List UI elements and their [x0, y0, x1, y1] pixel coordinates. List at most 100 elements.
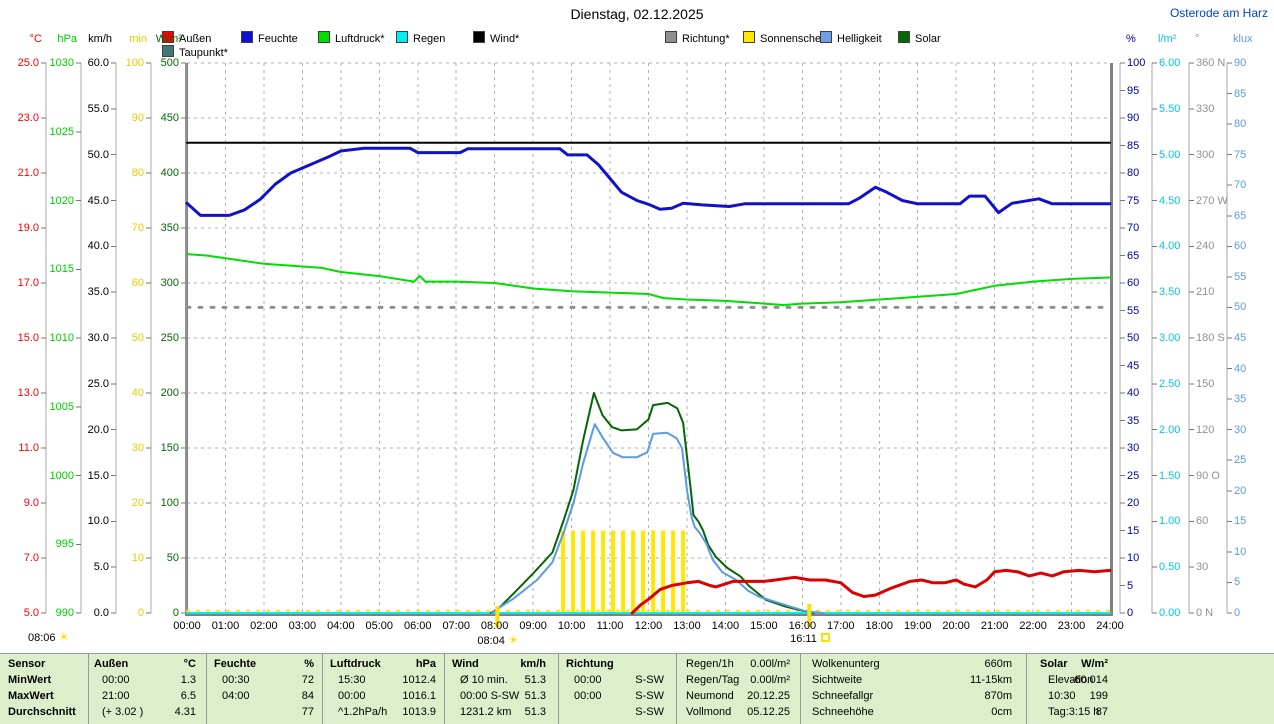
tick-label: 40 — [131, 387, 144, 399]
tick-label: 55.0 — [87, 102, 109, 115]
table-stat-label: Schneehöhe — [812, 706, 874, 718]
table-stat-label: Elevation — [1048, 674, 1094, 686]
table-col-header: Feuchte — [214, 658, 257, 670]
x-tick-label: 07:00 — [442, 620, 470, 632]
table-stat-value: S-SW — [635, 674, 664, 686]
table-stat-label: 10:30 — [1048, 690, 1076, 702]
legend-swatch — [162, 45, 174, 57]
legend-swatch — [743, 31, 755, 43]
table-stat-label: Schneefallgr — [812, 690, 874, 702]
tick-label: 45.0 — [87, 194, 109, 207]
tick-label: 95 — [1127, 84, 1140, 97]
tick-label: 1025 — [49, 125, 74, 138]
tick-label: 19.0 — [17, 222, 39, 234]
legend-swatch — [665, 31, 677, 43]
table-stat-value: S-SW — [635, 690, 664, 702]
tick-label: 80 — [1234, 118, 1247, 131]
station-name: Osterode am Harz — [1169, 6, 1268, 20]
tick-label: 330 — [1196, 102, 1215, 115]
tick-label: 90 — [131, 112, 144, 124]
tick-label: 990 — [55, 607, 74, 619]
x-tick-label: 20:00 — [942, 620, 970, 632]
tick-label: 10 — [1234, 545, 1247, 558]
legend-swatch — [820, 31, 832, 43]
tick-label: 30 — [131, 442, 144, 454]
table-stat-label: 00:00 S-SW — [460, 690, 520, 702]
tick-label: 180 S — [1196, 332, 1225, 344]
table-row-label: MinWert — [8, 674, 52, 686]
table-stat-label: 15:30 — [338, 674, 366, 686]
tick-label: 5.50 — [1159, 102, 1181, 115]
table-stat-label: 00:00 — [574, 690, 602, 702]
table-stat-label: 00:00 — [102, 674, 130, 686]
tick-label: 90 — [1127, 112, 1140, 124]
series-aussen-temperatur — [630, 568, 1112, 615]
tick-label: 100 — [125, 57, 144, 69]
table-stat-value: 1013.9 — [402, 706, 436, 718]
axis-header-°: ° — [1195, 33, 1200, 45]
tick-label: 50 — [131, 332, 144, 344]
tick-label: 50 — [166, 552, 179, 564]
tick-label: 35.0 — [87, 286, 109, 299]
table-stat-value: 11-15km — [970, 674, 1012, 686]
tick-label: 13.0 — [17, 387, 39, 399]
tick-label: 5 — [1127, 579, 1134, 592]
tick-label: 250 — [160, 332, 179, 344]
table-stat-label: 00:30 — [222, 674, 250, 686]
tick-label: 85 — [1234, 87, 1247, 100]
table-stat-value: 6.5 — [180, 690, 196, 702]
legend-item-solar: Solar — [898, 31, 941, 45]
legend-label: Richtung* — [682, 33, 730, 45]
table-col-header: Wind — [452, 658, 479, 670]
tick-label: 60.0 — [87, 57, 109, 69]
tick-label: 55 — [1234, 270, 1247, 283]
table-stat-value: 870m — [984, 690, 1012, 702]
tick-label: 1015 — [49, 263, 74, 276]
tick-label: 30 — [1127, 442, 1140, 454]
x-tick-label: 00:00 — [173, 620, 201, 632]
tick-label: 35 — [1127, 414, 1140, 427]
tick-label: 25.0 — [87, 377, 109, 390]
x-tick-label: 08:00 — [480, 620, 509, 632]
tick-label: 350 — [160, 222, 179, 234]
tick-label: 30 — [1196, 561, 1209, 574]
tick-label: 40.0 — [87, 240, 109, 253]
tick-label: 25 — [1127, 469, 1140, 482]
tick-label: 60 — [131, 277, 144, 289]
x-tick-label: 06:00 — [403, 620, 432, 632]
x-tick-label: 01:00 — [211, 620, 240, 632]
tick-label: 50.0 — [87, 148, 109, 161]
axis-header-l/m²: l/m² — [1158, 33, 1177, 45]
x-tick-label: 03:00 — [288, 620, 317, 632]
x-tick-label: 24:00 — [1096, 620, 1124, 632]
table-separator — [206, 654, 207, 724]
sunset-tick — [807, 604, 812, 627]
tick-label: 15.0 — [87, 469, 109, 482]
table-separator — [800, 654, 801, 724]
table-separator — [322, 654, 323, 724]
axis-header-W/m²: W/m² — [155, 33, 182, 45]
legend-label: Sonnenschein — [760, 33, 830, 45]
x-tick-label: 19:00 — [903, 620, 932, 632]
tick-label: 500 — [160, 57, 179, 69]
tick-label: 35 — [1234, 393, 1247, 406]
stats-table: Sensor MinWert MaxWert Durchschnitt Außen °C 0… — [0, 653, 1274, 724]
tick-label: 20 — [1127, 497, 1140, 509]
legend-item-feuchte: Feuchte — [241, 31, 298, 45]
x-tick-label: 22:00 — [1019, 620, 1047, 632]
table-stat-label: Wolkenunterg — [812, 658, 880, 670]
table-stat-label: (+ 3.02 ) — [102, 706, 144, 718]
tick-label: 10 — [1127, 552, 1140, 564]
tick-label: 0 — [137, 607, 144, 619]
tick-label: 7.0 — [23, 552, 39, 564]
x-tick-label: 13:00 — [673, 620, 701, 632]
tick-label: 30 — [1234, 423, 1247, 436]
tick-label: 65 — [1127, 249, 1140, 262]
table-separator — [88, 654, 89, 724]
tick-label: 90 O — [1196, 469, 1220, 482]
tick-label: 240 — [1196, 240, 1215, 253]
sun-icon: ☀ — [507, 633, 519, 647]
tick-label: 30.0 — [87, 332, 109, 344]
series-luftdruck — [186, 253, 1111, 306]
